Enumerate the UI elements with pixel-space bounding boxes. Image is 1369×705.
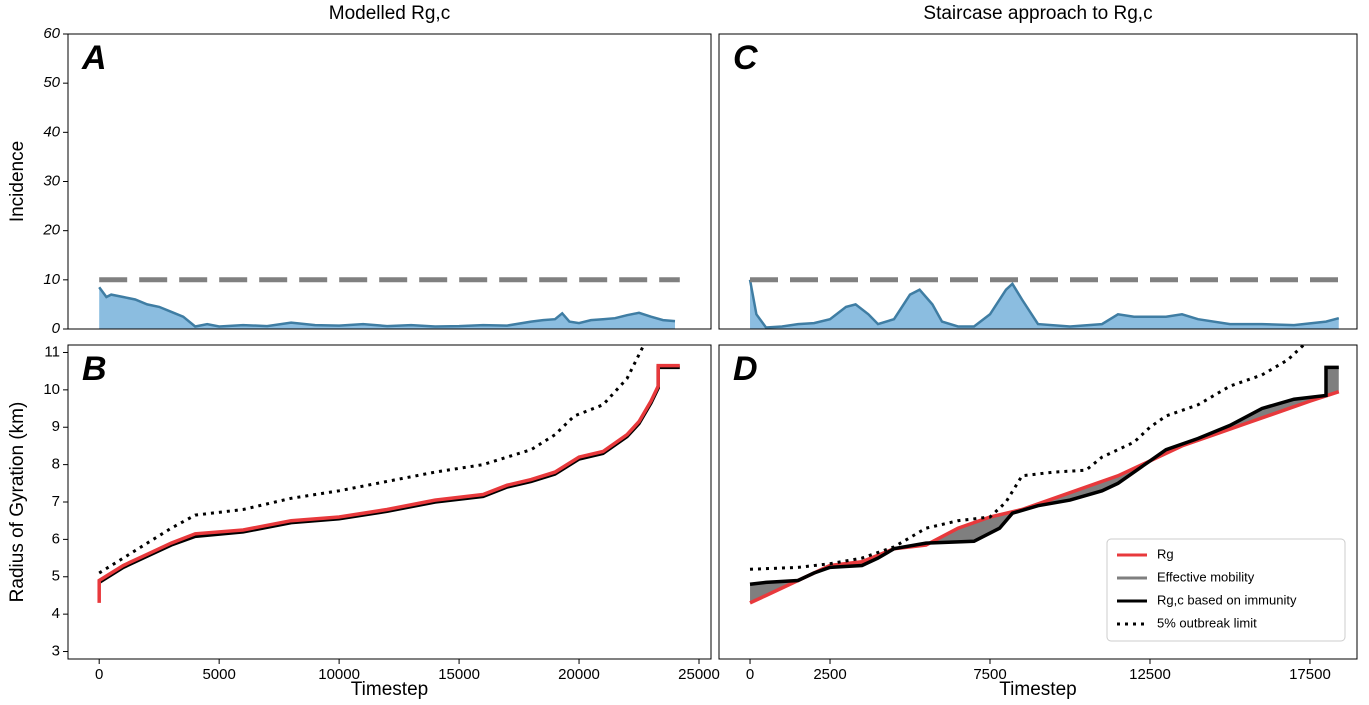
x-tick-label: 20000 — [558, 666, 600, 683]
axes-frame — [67, 33, 712, 330]
y-tick-label: 60 — [43, 25, 60, 42]
y-tick-label: 11 — [44, 343, 60, 360]
plot-area — [97, 345, 680, 603]
y-tick-label: 10 — [43, 381, 60, 398]
y-tick-label: 3 — [52, 642, 60, 659]
x-axis-label: Timestep — [999, 679, 1076, 700]
panel-title: Modelled Rg,c — [329, 3, 450, 24]
x-tick-label: 7500 — [973, 666, 1006, 683]
axes-frame — [718, 33, 1358, 330]
line — [749, 365, 1339, 586]
y-tick-label: 10 — [43, 271, 60, 288]
x-tick-label: 12500 — [1129, 666, 1171, 683]
y-tick-label: 9 — [52, 418, 60, 435]
line — [97, 363, 680, 603]
line — [98, 286, 676, 328]
y-tick-label: 5 — [52, 568, 60, 585]
x-tick-label: 15000 — [438, 666, 480, 683]
y-axis-label: Incidence — [7, 141, 28, 222]
plot-area — [749, 345, 1340, 605]
y-tick-label: 30 — [43, 172, 60, 189]
area — [750, 279, 1339, 329]
panel-label: A — [81, 39, 107, 77]
x-tick-label: 10000 — [318, 666, 360, 683]
panel-label: C — [733, 39, 758, 77]
y-tick-label: 6 — [52, 530, 60, 547]
panel-label: B — [82, 350, 107, 388]
line — [749, 345, 1305, 571]
axes-frame — [67, 344, 712, 660]
area — [99, 287, 676, 329]
legend-label: Effective mobility — [1157, 569, 1255, 584]
x-tick-label: 5000 — [202, 666, 235, 683]
panel-label: D — [733, 350, 758, 388]
y-tick-label: 0 — [52, 320, 61, 337]
panel-title: Staircase approach to Rg,c — [923, 3, 1152, 24]
legend-label: Rg — [1157, 546, 1174, 561]
y-tick-label: 7 — [52, 493, 60, 510]
y-tick-label: 8 — [52, 456, 60, 473]
y-tick-label: 4 — [52, 605, 60, 622]
x-tick-label: 17500 — [1289, 666, 1331, 683]
plot-area — [748, 277, 1340, 329]
y-tick-label: 50 — [43, 74, 60, 91]
x-axis-label: Timestep — [351, 679, 428, 700]
line — [749, 390, 1340, 605]
x-tick-label: 25000 — [678, 666, 720, 683]
y-tick-label: 20 — [42, 222, 60, 239]
plot-area — [98, 277, 680, 329]
line — [98, 345, 646, 575]
x-tick-label: 2500 — [813, 666, 846, 683]
line — [98, 365, 680, 584]
legend-label: 5% outbreak limit — [1157, 615, 1257, 630]
line — [748, 279, 1340, 329]
legend-label: Rg,c based on immunity — [1157, 592, 1297, 607]
x-tick-label: 0 — [95, 666, 103, 683]
y-axis-label: Radius of Gyration (km) — [7, 402, 28, 603]
y-tick-label: 40 — [43, 123, 60, 140]
legend-box — [1106, 538, 1346, 642]
x-tick-label: 0 — [746, 666, 754, 683]
axes-frame — [718, 344, 1358, 660]
